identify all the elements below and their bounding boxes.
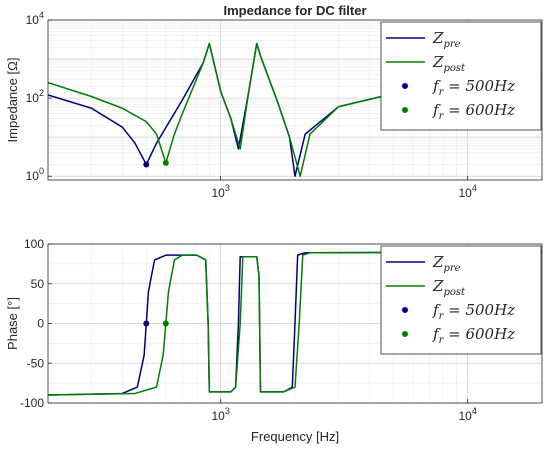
y-axis-label: Impedance [Ω] bbox=[5, 58, 20, 143]
chart-panel-1: 103 104 100 102 104 Impedance for DC filter Im… bbox=[5, 3, 543, 200]
legend-label-2: Zpost bbox=[432, 277, 466, 298]
y-tick-label: 102 bbox=[26, 88, 44, 105]
x-tick-label: 103 bbox=[211, 406, 229, 423]
legend-marker-4 bbox=[402, 331, 408, 337]
legend-marker-3 bbox=[402, 307, 408, 313]
y-tick-label: 100 bbox=[26, 166, 44, 183]
legend-label-3: fr = 500Hz bbox=[432, 301, 515, 322]
series-layer bbox=[48, 251, 542, 396]
x-tick-label: 104 bbox=[458, 406, 476, 423]
legend-label-4: fr = 600Hz bbox=[432, 325, 515, 346]
y-tick-label: -50 bbox=[27, 356, 45, 370]
x-tick-label: 104 bbox=[458, 183, 476, 200]
axes-frame bbox=[47, 19, 543, 181]
legend-label-4: fr = 600Hz bbox=[432, 101, 515, 122]
x-axis-label: Frequency [Hz] bbox=[251, 429, 339, 444]
series-line-2 bbox=[48, 42, 542, 177]
y-tick-label: 104 bbox=[26, 10, 44, 27]
y-axis-label: Phase [°] bbox=[5, 297, 20, 350]
data-point-3 bbox=[143, 320, 150, 327]
legend: Zpre Zpost fr = 500Hz fr = 600Hz bbox=[380, 245, 542, 355]
legend-box bbox=[380, 21, 542, 131]
legend-label-1: Zpre bbox=[432, 253, 461, 274]
series-layer bbox=[48, 42, 542, 177]
y-tick-label: 50 bbox=[31, 277, 45, 291]
legend-label-1: Zpre bbox=[432, 29, 461, 50]
chart-panel-2: 103 104 100 50 0 -50 -100 Phase [°] Frequency [H… bbox=[5, 237, 543, 444]
legend: Zpre Zpost fr = 500Hz fr = 600Hz bbox=[380, 21, 542, 131]
data-point-4 bbox=[162, 159, 169, 166]
legend-label-2: Zpost bbox=[432, 53, 466, 74]
data-point-4 bbox=[162, 320, 169, 327]
legend-label-3: fr = 500Hz bbox=[432, 77, 515, 98]
legend-box bbox=[380, 245, 542, 355]
y-tick-label: 0 bbox=[37, 317, 44, 331]
chart-title: Impedance for DC filter bbox=[223, 3, 366, 18]
y-tick-label: -100 bbox=[20, 396, 44, 410]
data-point-3 bbox=[143, 161, 150, 168]
x-tick-label: 103 bbox=[211, 183, 229, 200]
legend-marker-3 bbox=[402, 83, 408, 89]
series-line-1 bbox=[48, 42, 542, 177]
legend-marker-4 bbox=[402, 107, 408, 113]
y-tick-label: 100 bbox=[24, 237, 44, 251]
